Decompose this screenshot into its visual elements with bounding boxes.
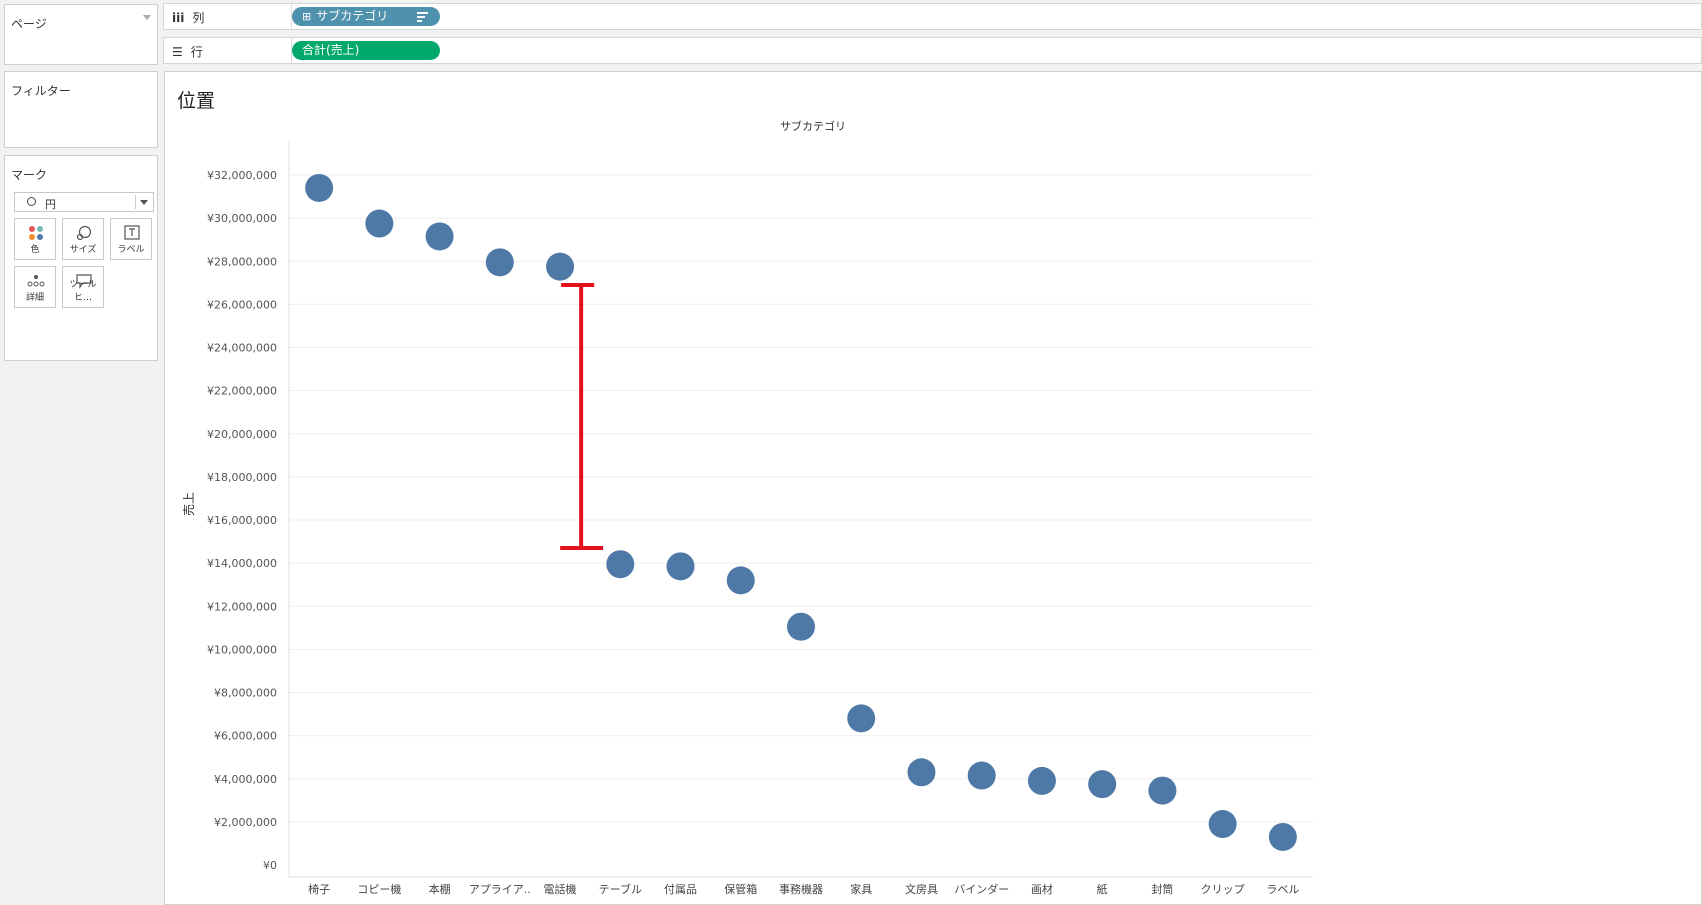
y-tick-label: ¥32,000,000 (207, 169, 277, 182)
data-point (305, 173, 334, 202)
x-tick-label: 紙 (1097, 882, 1108, 896)
x-tick-label: ラベル (1266, 883, 1299, 896)
data-point (787, 612, 815, 641)
y-tick-label: ¥20,000,000 (207, 428, 277, 441)
data-point (1088, 770, 1117, 799)
mark-type-value: 円 (45, 198, 56, 211)
x-tick-label: クリップ (1201, 883, 1245, 896)
x-tick-label: 文房具 (905, 882, 938, 896)
filters-card[interactable]: フィルター (4, 71, 158, 148)
x-tick-label: 椅子 (308, 882, 330, 896)
sort-icon[interactable] (417, 12, 428, 24)
label-button-label: ラベル (117, 245, 145, 255)
columns-shelf[interactable]: iii 列 ⊞ サブカテゴリ (163, 3, 1702, 30)
y-axis-label: 売上 (181, 492, 196, 516)
view-panel: サブカテゴリ ¥0 ¥2,000,000 ¥4,000,000 ¥6,000,000 ¥8… (164, 71, 1702, 905)
data-point (546, 252, 575, 281)
columns-shelf-label: 列 (192, 11, 205, 25)
color-button-label: 色 (30, 245, 40, 255)
data-point (1027, 766, 1056, 795)
pages-dropdown-icon[interactable] (143, 15, 151, 20)
data-point (847, 704, 876, 733)
rows-shelf[interactable]: ☰ 行 合計(売上) (163, 37, 1702, 64)
y-tick-label: ¥24,000,000 (207, 342, 277, 355)
data-point (907, 758, 936, 787)
y-tick-label: ¥6,000,000 (214, 730, 277, 743)
circle-mark-icon (27, 197, 36, 206)
y-tick-label: ¥26,000,000 (207, 298, 277, 311)
x-tick-label: 本棚 (429, 882, 451, 896)
size-icon (76, 225, 92, 241)
data-point (606, 550, 635, 579)
x-tick-label: バインダー (954, 882, 1009, 896)
subcategory-pill[interactable]: ⊞ サブカテゴリ (292, 7, 440, 26)
subcategory-pill-label: サブカテゴリ (316, 9, 389, 23)
data-point (666, 552, 695, 581)
x-tick-label: テーブル (599, 882, 642, 896)
data-point (1208, 810, 1237, 839)
rows-icon: ☰ (172, 45, 183, 59)
columns-icon: iii (172, 11, 185, 25)
size-button-label: サイズ (69, 245, 97, 255)
text-label-icon (124, 225, 140, 240)
y-tick-label: ¥22,000,000 (207, 385, 277, 398)
columns-shelf-title: iii 列 (172, 9, 292, 26)
y-tick-label: ¥0 (263, 859, 277, 872)
tooltip-icon (76, 274, 92, 289)
data-point (425, 222, 454, 251)
data-point (1268, 822, 1297, 851)
mark-type-select[interactable]: 円 (14, 192, 154, 212)
shelf-divider (291, 4, 292, 29)
dimension-expand-icon: ⊞ (302, 10, 312, 23)
data-point (1148, 776, 1177, 805)
rows-shelf-label: 行 (190, 45, 203, 59)
y-tick-label: ¥28,000,000 (207, 255, 277, 268)
shelf-divider (291, 38, 292, 63)
x-tick-label: 封筒 (1151, 882, 1173, 896)
x-tick-label: 家具 (850, 882, 872, 896)
pages-card-title: ページ (11, 17, 47, 31)
detail-icon (27, 275, 45, 287)
marks-card-title: マーク (11, 168, 48, 182)
x-tick-label: 事務機器 (779, 882, 823, 896)
y-tick-label: ¥12,000,000 (207, 600, 277, 613)
label-button[interactable]: ラベル (110, 218, 152, 260)
y-tick-label: ¥18,000,000 (207, 471, 277, 484)
x-tick-label: 画材 (1031, 882, 1053, 896)
marks-card: マーク 円 色 サイズ ラベル (4, 155, 158, 361)
x-header-title: サブカテゴリ (780, 119, 846, 133)
sales-sum-pill[interactable]: 合計(売上) (292, 41, 440, 60)
size-button[interactable]: サイズ (62, 218, 104, 260)
color-button[interactable]: 色 (14, 218, 56, 260)
select-divider (135, 195, 136, 209)
y-tick-label: ¥4,000,000 (214, 773, 277, 786)
x-tick-label: アプライア.. (469, 883, 531, 896)
color-icon (29, 226, 43, 240)
rows-shelf-title: ☰ 行 (172, 43, 292, 60)
y-tick-label: ¥16,000,000 (207, 514, 277, 527)
y-tick-label: ¥10,000,000 (207, 643, 277, 656)
data-point (485, 248, 514, 277)
chevron-down-icon (140, 200, 148, 205)
y-tick-label: ¥14,000,000 (207, 557, 277, 570)
sales-sum-pill-label: 合計(売上) (302, 43, 360, 57)
x-tick-label: 保管箱 (724, 882, 757, 896)
tooltip-button-label: ツールヒ… (69, 280, 97, 303)
x-tick-label: コピー機 (357, 882, 401, 896)
sheet-title[interactable]: 位置 (177, 90, 216, 112)
data-point (365, 209, 394, 238)
y-tick-label: ¥30,000,000 (207, 212, 277, 225)
detail-button[interactable]: 詳細 (14, 266, 56, 308)
data-point (726, 566, 755, 595)
x-tick-label: 付属品 (664, 883, 697, 896)
detail-button-label: 詳細 (25, 293, 44, 303)
filters-card-title: フィルター (11, 84, 71, 98)
data-point (967, 761, 996, 790)
y-tick-label: ¥2,000,000 (214, 816, 277, 829)
chart[interactable]: サブカテゴリ ¥0 ¥2,000,000 ¥4,000,000 ¥6,000,000 ¥8… (165, 72, 1701, 904)
tooltip-button[interactable]: ツールヒ… (62, 266, 104, 308)
x-tick-label: 電話機 (544, 882, 577, 896)
y-tick-label: ¥8,000,000 (214, 687, 277, 700)
pages-card[interactable]: ページ (4, 4, 158, 65)
